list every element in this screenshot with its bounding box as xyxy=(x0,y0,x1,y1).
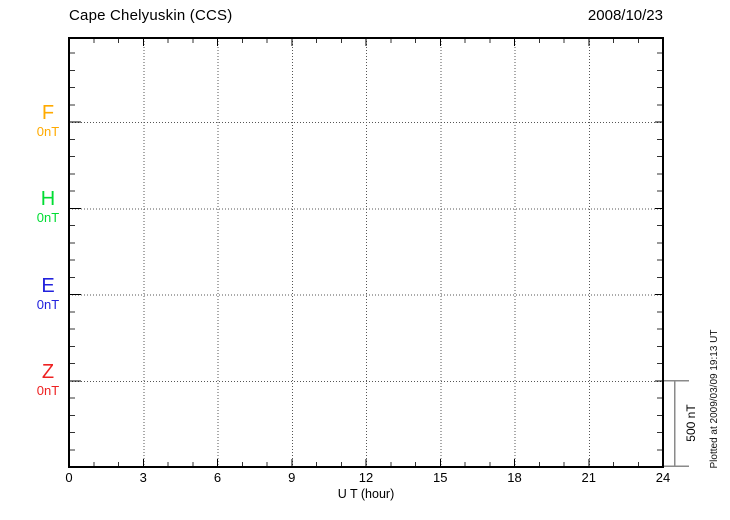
date-label: 2008/10/23 xyxy=(587,7,663,24)
x-tick-label: 21 xyxy=(581,470,596,485)
x-tick-label: 9 xyxy=(288,470,296,485)
channel-baseline-value: 0nT xyxy=(36,382,60,398)
x-axis-title: U T (hour) xyxy=(337,487,395,501)
channel-label-F: F 0nT xyxy=(26,103,70,138)
channel-baseline-value: 0nT xyxy=(36,124,60,139)
scale-bar-label: 500 nT xyxy=(684,404,698,442)
x-tick-label: 3 xyxy=(139,470,147,485)
channel-name: H xyxy=(40,188,56,211)
x-tick-label: 18 xyxy=(507,470,522,485)
plot-frame xyxy=(68,37,664,468)
channel-name: F xyxy=(41,102,55,124)
channel-label-E: E 0nT xyxy=(26,276,70,311)
x-tick-label: 0 xyxy=(65,470,73,485)
channel-baseline-value: 0nT xyxy=(36,296,60,312)
channel-name: E xyxy=(41,274,55,297)
channel-label-H: H 0nT xyxy=(26,189,70,224)
x-tick-label: 12 xyxy=(358,470,374,485)
x-tick-label: 24 xyxy=(655,470,671,485)
channel-label-Z: Z 0nT xyxy=(26,362,70,397)
station-title: Cape Chelyuskin (CCS) xyxy=(69,7,233,24)
channel-name: Z xyxy=(41,360,55,383)
plotted-at-note: Plotted at 2009/03/09 19:13 UT xyxy=(709,329,720,469)
x-tick-label: 15 xyxy=(433,470,448,485)
x-tick-label: 6 xyxy=(213,470,222,485)
channel-baseline-value: 0nT xyxy=(36,210,60,226)
